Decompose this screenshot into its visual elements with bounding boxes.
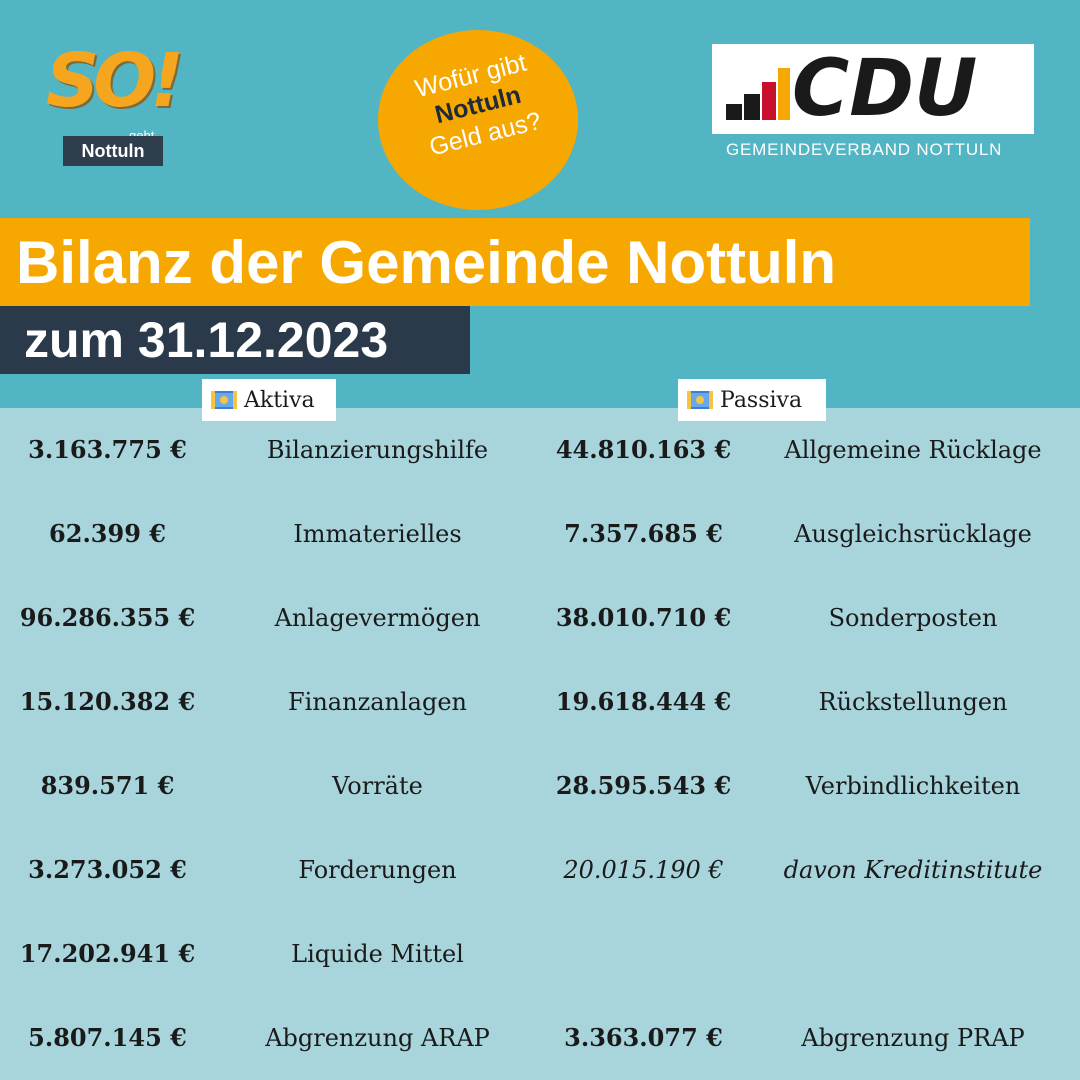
passiva-label: Sonderposten (828, 604, 998, 632)
aktiva-row: 3.163.775 € Bilanzierungshilfe (0, 430, 1080, 470)
aktiva-label: Abgrenzung ARAP (265, 1024, 490, 1052)
aktiva-amount: 5.807.145 € (28, 1023, 187, 1052)
aktiva-row: 15.120.382 € Finanzanlagen (0, 682, 1080, 722)
cdu-subtitle: GEMEINDEVERBAND NOTTULN (726, 140, 1003, 159)
passiva-amount: 7.357.685 € (564, 519, 723, 548)
aktiva-label: Immaterielles (293, 520, 462, 548)
passiva-amount: 28.595.543 € (555, 771, 732, 800)
aktiva-label: Bilanzierungshilfe (266, 436, 489, 464)
aktiva-label: Anlagevermögen (274, 604, 481, 632)
aktiva-amount: 3.273.052 € (28, 855, 187, 884)
cdu-bar-orange (778, 68, 790, 120)
aktiva-row: 17.202.941 € Liquide Mittel (0, 934, 1080, 974)
passiva-label: Allgemeine Rücklage (784, 436, 1042, 464)
aktiva-header-label: Aktiva (244, 387, 315, 413)
passiva-label: Ausgleichsrücklage (794, 520, 1032, 548)
cdu-logo: CDU (712, 44, 1034, 134)
aktiva-label: Vorräte (332, 772, 423, 800)
badge-circle (378, 30, 578, 210)
aktiva-amount: 839.571 € (40, 771, 175, 800)
passiva-amount: 44.810.163 € (555, 435, 732, 464)
passiva-label: davon Kreditinstitute (783, 856, 1043, 884)
so-logo-town: Nottuln (63, 136, 163, 166)
passiva-label: Abgrenzung PRAP (801, 1024, 1025, 1052)
aktiva-amount: 62.399 € (49, 519, 166, 548)
aktiva-amount: 15.120.382 € (19, 687, 196, 716)
passiva-amount: 20.015.190 € (563, 856, 724, 884)
passiva-header-label: Passiva (720, 387, 803, 413)
aktiva-amount: 17.202.941 € (19, 939, 196, 968)
cdu-bar-red (762, 82, 776, 120)
passiva-label: Verbindlichkeiten (805, 772, 1021, 800)
aktiva-label: Forderungen (298, 856, 457, 884)
cdu-bar-black-2 (744, 94, 760, 120)
passiva-label: Rückstellungen (818, 688, 1008, 716)
aktiva-row: 839.571 € Vorräte (0, 766, 1080, 806)
page-date: zum 31.12.2023 (24, 312, 389, 368)
aktiva-row: 5.807.145 € Abgrenzung ARAP (0, 1018, 1080, 1058)
table-background (0, 408, 1080, 1080)
aktiva-header: Aktiva (202, 379, 336, 421)
page-title: Bilanz der Gemeinde Nottuln (16, 229, 837, 296)
aktiva-amount: 96.286.355 € (19, 603, 196, 632)
aktiva-row: 96.286.355 € Anlagevermögen (0, 598, 1080, 638)
money-bill-icon (687, 391, 713, 409)
question-badge: Wofür gibt Nottuln Geld aus? (378, 30, 578, 210)
money-bill-icon (211, 391, 237, 409)
cdu-bars-icon (726, 68, 790, 120)
title-band (0, 218, 1030, 306)
aktiva-label: Liquide Mittel (291, 940, 464, 968)
date-band (0, 306, 470, 374)
aktiva-label: Finanzanlagen (288, 688, 467, 716)
aktiva-row: 62.399 € Immaterielles (0, 514, 1080, 554)
passiva-amount: 19.618.444 € (555, 687, 732, 716)
passiva-amount: 3.363.077 € (564, 1023, 723, 1052)
aktiva-amount: 3.163.775 € (28, 435, 187, 464)
so-logo-text: SO! (46, 38, 184, 124)
passiva-amount: 38.010.710 € (555, 603, 732, 632)
aktiva-row: 3.273.052 € Forderungen (0, 850, 1080, 890)
so-geht-nottuln-logo: SO! geht Nottuln (44, 44, 194, 174)
cdu-bar-black (726, 104, 742, 120)
cdu-wordmark: CDU (792, 44, 978, 134)
passiva-header: Passiva (678, 379, 826, 421)
